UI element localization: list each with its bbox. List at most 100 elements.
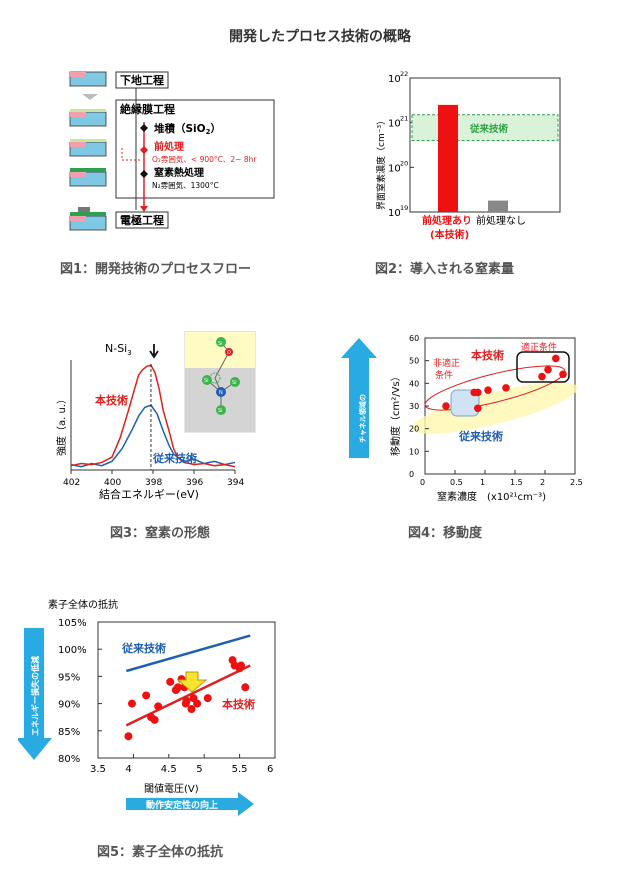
y-tick-exponent: 20 <box>400 159 408 167</box>
label-new: 本技術 <box>95 393 128 407</box>
x-axis-label: 窒素濃度 (x10²¹cm⁻³) <box>437 490 546 503</box>
fig5-chart: 素子全体の抵抗 エネルギー損失の低減 105% 100% 95% 90% 85% 80% 3… <box>18 598 276 816</box>
page-title: 開発したプロセス技術の概略 <box>229 29 411 45</box>
y-tick-label: 95% <box>58 672 80 683</box>
series-line-conventional <box>70 404 236 468</box>
label-conventional: 従来技術 <box>458 429 503 443</box>
trend-new <box>125 664 251 727</box>
svg-text:チャネル領域の: チャネル領域の <box>358 394 367 443</box>
energy-loss-arrow-down: エネルギー損失の低減 <box>18 628 52 760</box>
data-point <box>442 402 450 410</box>
y-tick-label: 50 <box>409 357 419 366</box>
x-tick-label: 0.5 <box>450 478 463 487</box>
step-box-electrode <box>115 211 169 229</box>
data-point <box>237 661 246 670</box>
x-tick-label: 5.5 <box>232 764 248 775</box>
data-point <box>127 699 136 708</box>
svg-text:N: N <box>219 390 223 396</box>
x-axis-label: 結合エネルギー(eV) <box>99 487 199 501</box>
optimal-region <box>516 351 570 383</box>
x-tick-label: 4.5 <box>161 764 177 775</box>
diamond-icon <box>140 146 148 154</box>
data-point <box>474 388 482 397</box>
data-point <box>174 683 183 692</box>
y-tick-label: 10 <box>388 74 401 85</box>
y-tick-label: 10 <box>409 447 419 456</box>
x-tick-label: 1 <box>480 478 485 487</box>
x-tick-label: 0 <box>420 478 425 487</box>
fig1-caption: 図1：開発技術のプロセスフロー <box>60 262 252 277</box>
data-point <box>484 386 492 394</box>
peak-label: N-Si3 <box>105 342 132 357</box>
wafer-icon <box>69 71 107 87</box>
x-tick-label: 2.5 <box>570 478 583 487</box>
label-optimal: 適正条件 <box>521 341 557 353</box>
sub-pretreat-cond: O₂雰囲気、< 900°C、2~ 8hr <box>152 154 257 164</box>
data-point <box>538 372 546 381</box>
y-tick-label: 10 <box>388 119 401 130</box>
step-insulator-label: 絶縁膜工程 <box>120 102 175 116</box>
plot-frame <box>409 77 561 213</box>
arrow-down-icon <box>82 94 98 100</box>
y-tick-label: 85% <box>58 727 80 738</box>
svg-text:O: O <box>227 350 231 356</box>
svg-text:Si: Si <box>204 378 209 384</box>
label-new: 本技術 <box>471 348 504 362</box>
y-tick-label: 60 <box>409 334 419 343</box>
svg-text:Si: Si <box>218 408 223 414</box>
conventional-range-band <box>411 114 559 141</box>
step-box-base <box>115 71 169 89</box>
data-point <box>544 365 552 374</box>
data-point <box>154 702 163 711</box>
band-label: 従来技術 <box>469 123 509 135</box>
x-tick-label: 3.5 <box>90 764 106 775</box>
sub-pretreat: 前処理 <box>154 140 184 153</box>
y-tick-label: 40 <box>409 379 419 388</box>
label-conventional: 従来技術 <box>121 641 166 655</box>
trend-conventional <box>125 634 251 673</box>
y-tick-exponent: 22 <box>400 70 408 78</box>
y-tick-label: 100% <box>58 645 87 656</box>
step-base-label: 下地工程 <box>120 73 164 87</box>
x-tick-label: 402 <box>63 478 80 488</box>
svg-text:Si: Si <box>232 380 237 386</box>
y-tick-label: 80% <box>58 754 80 765</box>
stability-arrow-right: 動作安定性の向上 <box>126 792 254 816</box>
data-point <box>182 696 191 705</box>
x-tick-label: 4 <box>125 764 131 775</box>
data-point <box>124 732 133 741</box>
fig3-caption: 図3：窒素の形態 <box>110 526 211 541</box>
y-axis-label: 移動度（cm²/Vs） <box>389 371 402 456</box>
fig1-process-flow: 下地工程 絶縁膜工程 電極工程 堆積（SiO2） 前処理 O₂雰囲気、< 900… <box>69 71 275 231</box>
y-axis-label: 界面窒素濃度（cm⁻³） <box>375 116 387 210</box>
arrow-down-icon <box>149 344 159 359</box>
y-axis-label: 強度（a. u.） <box>55 394 68 456</box>
wafer-icon <box>69 207 107 231</box>
y-tick-label: 30 <box>409 402 419 411</box>
label-conventional: 従来技術 <box>152 451 197 465</box>
data-point <box>187 705 196 714</box>
resistance-arrow-up: チャネル領域の 抵抗の低減 <box>341 338 377 458</box>
y-tick-exponent: 21 <box>400 115 408 123</box>
data-point <box>559 370 567 379</box>
label-new: 本技術 <box>222 697 255 711</box>
data-point <box>142 691 151 700</box>
sub-anneal: 窒素熱処理 <box>154 166 204 179</box>
wafer-icon <box>69 109 107 127</box>
y-tick-label: 0 <box>409 470 414 479</box>
bar1-label: 前処理あり <box>422 214 472 227</box>
y-tick-label: 105% <box>58 618 87 629</box>
fig4-caption: 図4：移動度 <box>408 526 483 541</box>
y-tick-exponent: 19 <box>400 204 408 212</box>
bar-no-pretreat <box>488 200 508 212</box>
svg-text:Si: Si <box>218 341 223 347</box>
data-point <box>193 699 202 708</box>
x-axis-label: 閾値電圧(V) <box>144 782 199 795</box>
data-point <box>150 715 159 724</box>
fig3-chart: Si O N Si Si Si 402 400 398 396 394 N-Si3 本技… <box>55 331 256 501</box>
bar-pretreat <box>438 104 458 212</box>
fig5-caption: 図5：素子全体の抵抗 <box>97 845 224 860</box>
series-line-new <box>70 364 236 468</box>
y-tick-label: 10 <box>388 208 401 219</box>
